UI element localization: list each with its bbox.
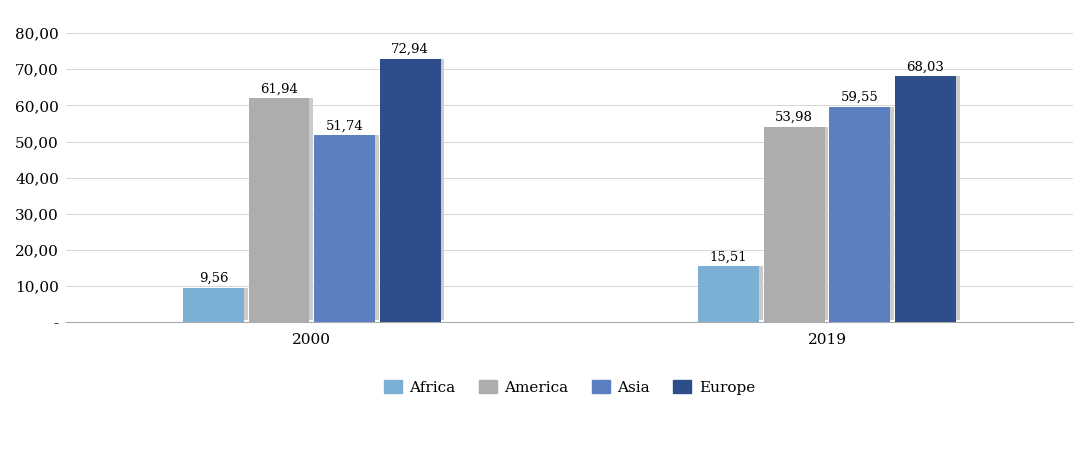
Bar [833, 107, 894, 321]
Text: 53,98: 53,98 [776, 111, 813, 124]
Text: 72,94: 72,94 [392, 43, 429, 56]
Bar [252, 98, 313, 321]
Text: 51,74: 51,74 [325, 119, 363, 132]
Bar [318, 135, 379, 321]
Text: 9,56: 9,56 [199, 272, 228, 285]
Bar [183, 288, 244, 322]
Bar [767, 127, 828, 321]
Bar [764, 127, 825, 322]
Bar [187, 288, 248, 321]
Bar [702, 266, 763, 321]
Bar [383, 58, 444, 321]
Text: 61,94: 61,94 [260, 82, 298, 95]
Text: 59,55: 59,55 [841, 91, 879, 104]
Bar [899, 76, 960, 321]
Text: 68,03: 68,03 [906, 60, 944, 73]
Bar [380, 58, 441, 322]
Text: 15,51: 15,51 [709, 250, 747, 263]
Bar [248, 98, 309, 322]
Legend: Africa, America, Asia, Europe: Africa, America, Asia, Europe [378, 373, 762, 401]
Bar [895, 76, 956, 322]
Bar [698, 266, 759, 322]
Bar [314, 135, 375, 322]
Bar [829, 107, 890, 322]
